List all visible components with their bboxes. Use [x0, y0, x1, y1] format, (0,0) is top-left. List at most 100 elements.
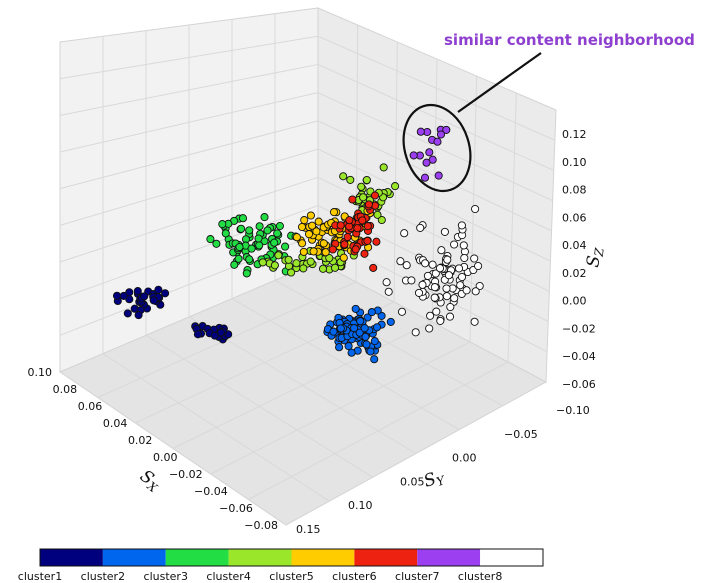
data-point [345, 216, 354, 225]
data-point [457, 272, 467, 282]
legend-swatch [354, 549, 418, 566]
data-point [430, 283, 439, 292]
data-point [360, 324, 369, 333]
data-point [430, 293, 439, 302]
data-point [339, 253, 348, 262]
data-point [445, 312, 455, 321]
data-point [450, 294, 459, 303]
data-point [336, 324, 345, 333]
data-point [281, 242, 290, 251]
data-point [470, 254, 479, 263]
data-point [275, 221, 284, 231]
series-cluster3 [206, 213, 300, 278]
data-point [343, 232, 352, 242]
data-point [418, 280, 427, 289]
data-point [235, 242, 244, 252]
data-point [287, 268, 296, 277]
data-point [425, 148, 434, 157]
data-point [420, 173, 430, 182]
data-point [242, 269, 251, 278]
data-point [373, 210, 382, 219]
data-point [432, 307, 441, 316]
legend-label: cluster2 [81, 570, 125, 583]
z-tick-label: −0.02 [562, 322, 596, 335]
data-point [358, 216, 367, 225]
legend-label: cluster4 [206, 570, 250, 583]
data-point [237, 224, 246, 233]
data-point [454, 264, 464, 273]
data-point [457, 221, 466, 230]
z-tick-label: −0.06 [562, 378, 596, 391]
data-point [254, 234, 263, 243]
legend-label: cluster6 [332, 570, 376, 583]
data-point [471, 204, 480, 214]
data-point [459, 241, 468, 250]
data-point [372, 323, 382, 332]
data-point [442, 292, 451, 301]
scatter-points [112, 125, 484, 364]
legend-swatch [291, 549, 355, 566]
series-cluster7 [409, 125, 451, 182]
data-point [123, 309, 132, 318]
data-point [346, 175, 355, 184]
z-tick-label: 0.12 [562, 128, 587, 141]
x-tick-label: 0.00 [153, 451, 178, 464]
data-point [411, 328, 420, 337]
data-point [362, 175, 371, 185]
data-point [362, 340, 371, 349]
series-cluster6 [328, 191, 381, 272]
z-axis-label: SZ [583, 245, 607, 268]
data-point [329, 208, 339, 217]
data-point [339, 172, 348, 181]
x-axis-label: SX [135, 466, 164, 495]
y-tick-label: −0.10 [556, 404, 590, 417]
legend-label: cluster7 [395, 570, 439, 583]
legend-label: cluster1 [18, 570, 62, 583]
data-point [299, 247, 308, 256]
data-point [318, 264, 328, 273]
z-tick-label: −0.04 [562, 350, 596, 363]
data-point [470, 317, 479, 326]
series-cluster2 [323, 304, 395, 364]
data-point [359, 193, 368, 202]
x-tick-label: −0.06 [219, 502, 253, 515]
data-point [397, 307, 407, 316]
legend-label: cluster8 [458, 570, 502, 583]
data-point [391, 182, 400, 191]
data-point [309, 247, 318, 256]
data-point [292, 259, 301, 268]
data-point [361, 332, 370, 341]
data-point [112, 291, 122, 300]
data-point [300, 216, 309, 225]
data-point [321, 248, 330, 257]
data-point [442, 284, 451, 293]
data-point [422, 158, 431, 167]
legend-swatch [228, 549, 292, 566]
data-point [247, 244, 256, 253]
data-point [193, 330, 202, 339]
data-point [425, 324, 434, 333]
data-point [431, 269, 440, 278]
y-axis-label: SY [421, 466, 447, 492]
data-point [357, 182, 366, 191]
data-point [363, 313, 372, 322]
z-tick-label: 0.02 [562, 267, 587, 280]
data-point [270, 261, 279, 270]
data-point [370, 191, 380, 200]
data-point [134, 311, 143, 320]
data-point [382, 278, 391, 287]
data-point [416, 127, 425, 136]
legend-swatch [40, 549, 103, 566]
data-point [304, 230, 314, 239]
data-point [421, 259, 430, 268]
data-point [154, 285, 163, 294]
neighborhood-ellipse [402, 103, 472, 193]
data-point [364, 200, 373, 209]
data-point [351, 245, 360, 254]
x-tick-label: 0.02 [128, 434, 153, 447]
x-tick-label: 0.08 [53, 383, 78, 396]
data-point [435, 264, 445, 273]
data-point [377, 311, 386, 320]
data-point [460, 253, 469, 263]
data-point [367, 308, 376, 317]
